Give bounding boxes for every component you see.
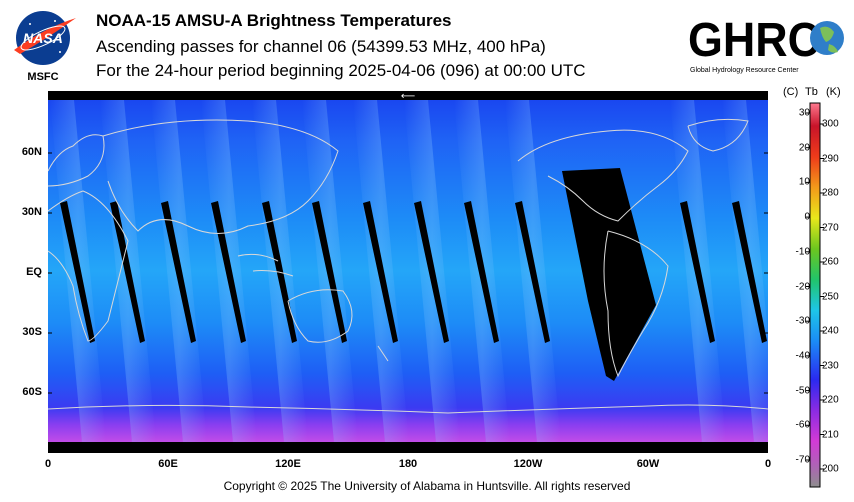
colorbar-kelvin-label: 200 xyxy=(822,463,839,475)
colorbar-kelvin-label: 210 xyxy=(822,429,839,440)
missing-data-strip-top xyxy=(48,91,768,100)
colorbar-kelvin-label: 260 xyxy=(822,256,839,268)
lat-label-eq: EQ xyxy=(26,266,42,278)
chart-title: NOAA-15 AMSU-A Brightness Temperatures xyxy=(96,11,452,30)
colorbar xyxy=(806,102,824,488)
swath-gap xyxy=(110,201,145,343)
swath-gap xyxy=(680,201,715,343)
swath-edge-band xyxy=(722,100,768,442)
swath-gap xyxy=(464,201,499,343)
lon-label-0-east: 0 xyxy=(764,458,772,470)
svg-text:Global Hydrology Resource Cent: Global Hydrology Resource Center xyxy=(690,67,799,74)
colorbar-ticks xyxy=(806,112,824,470)
coastlines xyxy=(48,118,768,414)
lon-label-120e: 120E xyxy=(275,458,301,470)
lon-label-0-west: 0 xyxy=(44,458,52,470)
colorbar-kelvin-label: 250 xyxy=(822,291,839,302)
colorbar-celsius-label: -70 xyxy=(795,454,810,466)
lat-label-60s: 60S xyxy=(22,386,42,398)
lon-label-120w: 120W xyxy=(513,458,543,470)
swath-gap xyxy=(161,201,196,343)
colorbar-kelvin-label: 300 xyxy=(822,118,839,130)
colorbar-kelvin-label: 230 xyxy=(822,360,839,371)
colorbar-celsius-label: -60 xyxy=(795,419,810,431)
colorbar-kelvin-label: 240 xyxy=(822,325,839,337)
colorbar-kelvin-label: 290 xyxy=(822,153,839,164)
swath-gap xyxy=(211,201,246,343)
colorbar-celsius-label: 30 xyxy=(798,107,810,119)
colorbar-celsius-label: 10 xyxy=(798,176,810,188)
brightness-temperature-map: ⟵ xyxy=(48,91,768,453)
lat-label-60n: 60N xyxy=(21,146,42,158)
swath-gap xyxy=(312,201,347,343)
svg-text:MSFC: MSFC xyxy=(27,71,58,83)
swath-gap xyxy=(363,201,398,343)
colorbar-celsius-label: 0 xyxy=(804,211,810,223)
lon-label-60w: 60W xyxy=(636,458,660,470)
copyright-notice: Copyright © 2025 The University of Alaba… xyxy=(223,479,631,493)
pass-direction-arrow: ⟵ xyxy=(401,91,415,102)
colorbar-header-celsius: (C) xyxy=(783,86,799,98)
ghrc-logo: GHRC Global Hydrology Resource Center xyxy=(688,14,844,74)
colorbar-celsius-label: 20 xyxy=(798,142,810,154)
colorbar-kelvin-label: 220 xyxy=(822,394,839,406)
nasa-logo: NASA MSFC xyxy=(14,11,76,83)
colorbar-header-kelvin: (K) xyxy=(826,86,841,98)
axis-ticks xyxy=(48,152,768,453)
lat-label-30n: 30N xyxy=(21,206,42,218)
lat-label-30s: 30S xyxy=(22,326,42,338)
svg-text:NASA: NASA xyxy=(23,30,63,46)
colorbar-header-tb: Tb xyxy=(805,86,818,98)
swath-gap xyxy=(414,201,449,343)
colorbar-celsius-label: -20 xyxy=(795,281,810,292)
data-gap-americas xyxy=(562,168,656,381)
swath-gap xyxy=(732,201,767,343)
swath-gap xyxy=(60,201,95,343)
chart-subtitle: Ascending passes for channel 06 (54399.5… xyxy=(96,37,546,56)
colorbar-celsius-label: -40 xyxy=(795,350,810,362)
colorbar-kelvin-label: 280 xyxy=(822,187,839,199)
time-period: For the 24-hour period beginning 2025-04… xyxy=(96,61,586,80)
colorbar-ramp xyxy=(809,102,821,488)
lon-label-180: 180 xyxy=(398,458,418,470)
colorbar-celsius-label: -30 xyxy=(795,315,810,327)
lon-label-60e: 60E xyxy=(158,458,178,470)
svg-text:GHRC: GHRC xyxy=(688,14,820,67)
colorbar-celsius-label: -50 xyxy=(795,385,810,397)
swath-gap xyxy=(515,201,550,343)
colorbar-celsius-label: -10 xyxy=(795,246,810,258)
colorbar-kelvin-label: 270 xyxy=(822,222,839,233)
